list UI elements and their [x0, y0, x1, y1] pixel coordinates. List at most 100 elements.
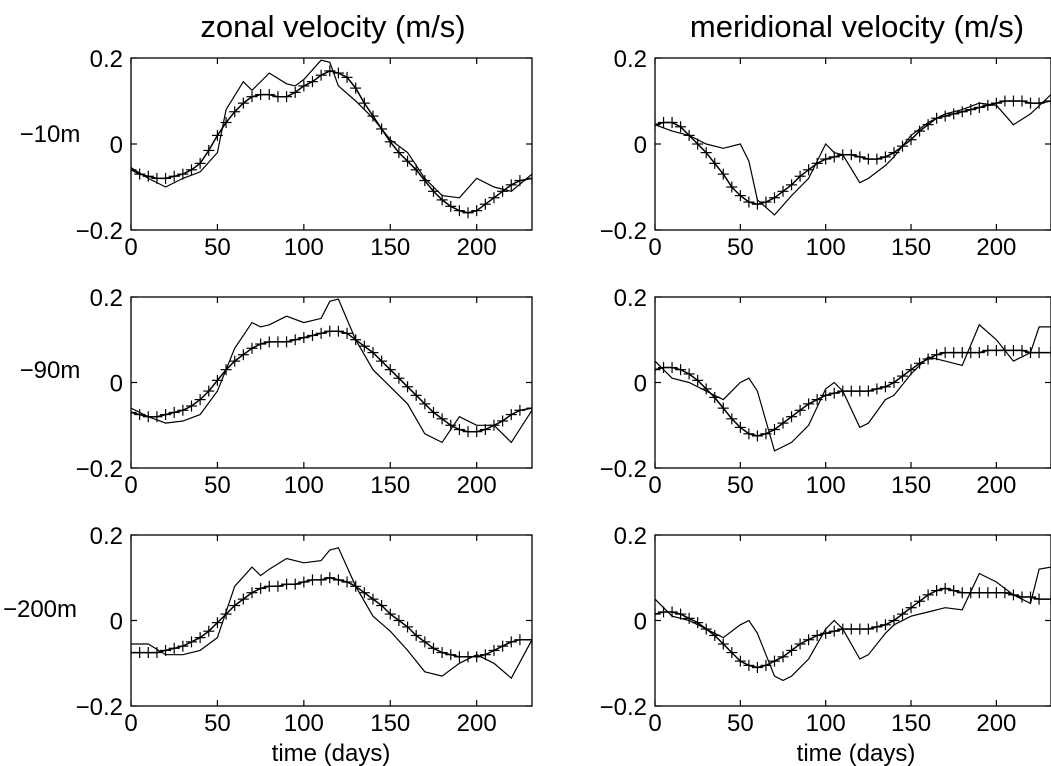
plus-marker [700, 623, 712, 635]
plus-marker [332, 67, 344, 79]
plus-marker [376, 123, 388, 135]
plus-marker [897, 608, 908, 620]
x-tick-label: 50 [204, 472, 231, 499]
y-tick-label: 0.2 [614, 285, 647, 312]
plus-marker [505, 179, 517, 191]
plus-marker [683, 129, 695, 141]
plus-marker [1025, 591, 1037, 603]
plus-marker [427, 406, 439, 418]
plus-marker [948, 585, 960, 597]
plus-marker [436, 413, 448, 425]
plus-marker [341, 327, 353, 339]
plus-marker [488, 419, 500, 431]
series-line [131, 59, 532, 199]
plus-marker [692, 374, 704, 386]
plus-marker [1045, 347, 1051, 359]
x-tick-label: 200 [457, 234, 497, 261]
plus-marker [717, 402, 729, 414]
data-area [655, 323, 1051, 452]
plus-marker [655, 364, 661, 376]
plus-marker [743, 196, 755, 208]
panel-1-1: 0 50 100 150 200−0.200.2 [76, 46, 533, 261]
plus-marker [786, 179, 798, 191]
x-tick-label: 100 [284, 234, 324, 261]
plus-marker [777, 185, 789, 197]
plus-marker [692, 138, 704, 150]
plus-marker [160, 644, 172, 656]
plus-marker [367, 347, 379, 359]
axes-frame [654, 57, 1051, 231]
plus-marker [820, 389, 832, 401]
series-line-markers [131, 70, 532, 214]
column-title-zonal: zonal velocity (m/s) [200, 9, 465, 44]
plus-marker [768, 424, 780, 436]
plus-marker [526, 634, 532, 646]
plus-marker [794, 404, 806, 416]
axes-frame [130, 57, 533, 231]
plus-marker [436, 194, 448, 206]
plus-marker [794, 170, 806, 182]
panel-1-2: 0 50 100 150 200−0.200.2 [600, 46, 1051, 261]
plus-marker [402, 621, 414, 633]
plus-marker [879, 619, 891, 631]
plus-marker [820, 627, 832, 639]
plus-marker [497, 640, 509, 652]
plus-marker [134, 168, 146, 180]
y-tick-label: 0.2 [90, 523, 123, 550]
plus-marker [281, 336, 293, 348]
plus-marker [419, 175, 431, 187]
x-tick-label: 50 [727, 472, 754, 499]
y-tick-label: 0.2 [614, 523, 647, 550]
plus-marker [341, 576, 353, 588]
plus-marker [358, 97, 370, 109]
y-tick-label: −0.2 [76, 694, 123, 721]
plus-marker [185, 164, 197, 176]
x-tick-label: 50 [727, 234, 754, 261]
plus-marker [220, 364, 232, 376]
plus-marker [734, 421, 746, 433]
row-label-90m: −90m [20, 357, 81, 384]
plus-marker [315, 574, 327, 586]
plus-marker [505, 636, 517, 648]
x-tick-label: 0 [124, 234, 137, 261]
y-tick-label: −0.2 [600, 694, 647, 721]
plus-marker [263, 89, 275, 101]
plus-marker [1033, 593, 1045, 605]
plus-marker [811, 394, 823, 406]
plus-marker [879, 151, 891, 163]
plus-marker [914, 125, 926, 137]
x-tick-label: 100 [806, 472, 846, 499]
plus-marker [246, 587, 258, 599]
y-tick-label: 0 [110, 132, 123, 159]
plus-marker [445, 419, 457, 431]
y-tick-label: 0 [634, 609, 647, 636]
plus-marker [734, 655, 746, 667]
plus-marker [922, 589, 934, 601]
plus-marker [982, 99, 994, 111]
plus-marker [298, 576, 310, 588]
y-tick-label: −0.2 [76, 218, 123, 245]
plus-marker [726, 413, 738, 425]
plus-marker [203, 625, 215, 637]
plus-marker [384, 608, 396, 620]
plus-marker [332, 574, 344, 586]
plus-marker [526, 402, 532, 414]
x-tick-label: 0 [124, 710, 137, 737]
x-tick-label: 150 [891, 472, 931, 499]
plus-marker [888, 377, 900, 388]
plus-marker [255, 338, 267, 350]
series-line-markers [655, 587, 1051, 669]
plus-marker [255, 582, 267, 594]
plus-marker [350, 82, 362, 94]
plus-marker [666, 606, 678, 618]
plus-marker [229, 355, 241, 367]
plus-marker [185, 400, 197, 412]
x-tick-label: 100 [806, 234, 846, 261]
plus-marker [820, 153, 832, 165]
row-label-200m: −200m [3, 596, 77, 623]
panels-group: 0 50 100 150 200−0.200.20 50 100 150 200−0.200.2… [76, 46, 1051, 737]
plus-marker [760, 659, 772, 671]
x-tick-label: 50 [204, 710, 231, 737]
plus-marker [931, 585, 943, 597]
x-tick-label: 150 [370, 710, 410, 737]
